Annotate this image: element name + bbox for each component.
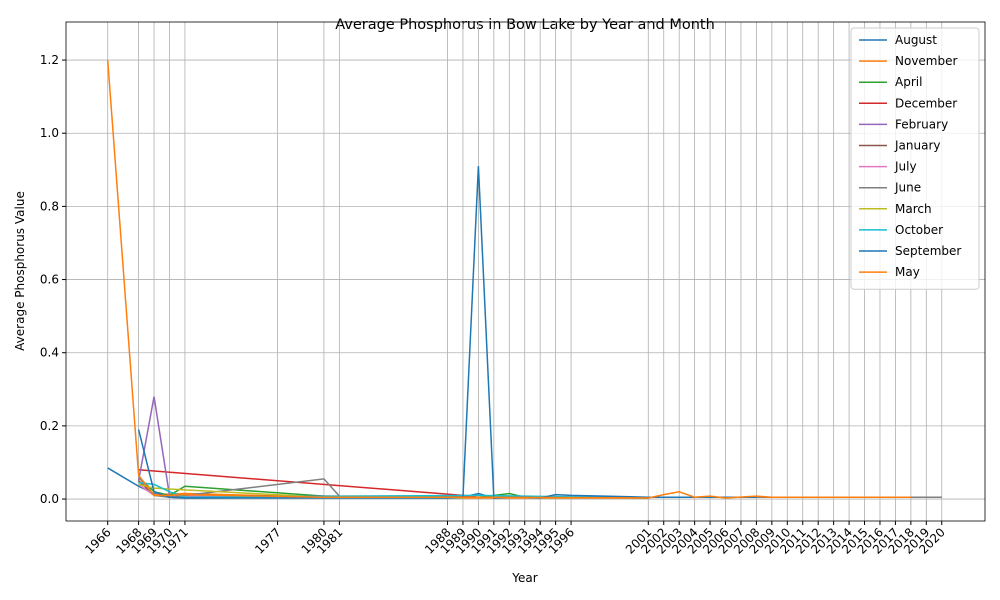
legend-label: December [895, 96, 957, 110]
y-tick-label: 0.6 [40, 273, 59, 287]
y-axis-label: Average Phosphorus Value [13, 191, 27, 351]
y-tick-label: 1.2 [40, 53, 59, 67]
x-axis-label: Year [511, 571, 537, 585]
legend-label: March [895, 202, 932, 216]
legend-label: June [894, 181, 921, 195]
x-tick-label: 1977 [252, 525, 283, 556]
legend: August November April December February Janua… [850, 27, 980, 290]
legend-box [850, 27, 980, 290]
y-tick-label: 0.0 [40, 492, 59, 506]
legend-label: July [894, 160, 917, 174]
legend-label: October [895, 223, 943, 237]
y-tick-label: 0.2 [40, 419, 59, 433]
legend-label: September [895, 244, 961, 258]
plot-frame [65, 21, 986, 522]
legend-label: August [895, 33, 937, 47]
series-line [106, 59, 911, 499]
legend-label: February [895, 117, 948, 131]
legend-label: January [894, 139, 941, 153]
y-tick-label: 0.8 [40, 199, 59, 213]
legend-label: April [895, 75, 922, 89]
y-tick-label: 1.0 [40, 126, 59, 140]
legend-label: May [895, 265, 920, 279]
legend-label: November [895, 54, 957, 68]
x-tick-label: 1966 [82, 525, 113, 556]
y-tick-label: 0.4 [40, 346, 59, 360]
